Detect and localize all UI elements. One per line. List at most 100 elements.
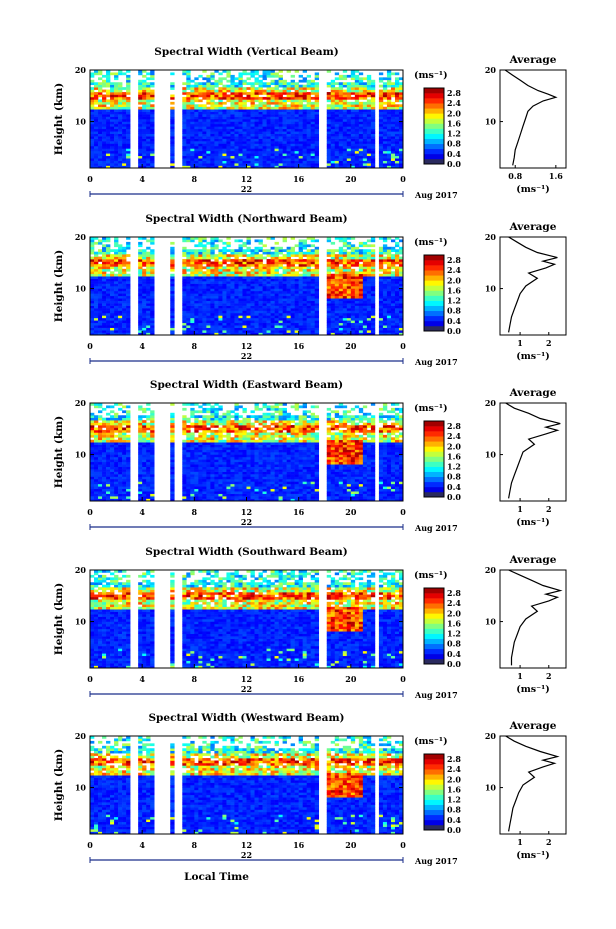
heatmap-cell [226, 288, 231, 292]
heatmap-cell [354, 141, 360, 144]
heatmap-cell [202, 327, 207, 331]
heatmap-cell [382, 153, 388, 157]
heatmap-cell [94, 70, 99, 73]
heatmap-cell [266, 163, 271, 166]
heatmap-cell [370, 288, 376, 292]
heatmap-cell [182, 283, 187, 287]
heatmap-cell [278, 128, 283, 132]
heatmap-cell [338, 271, 344, 275]
heatmap-cell [170, 254, 175, 257]
heatmap-cell [390, 325, 396, 328]
heatmap-cell [214, 315, 219, 319]
heatmap-cell [302, 84, 307, 88]
heatmap-cell [242, 96, 247, 100]
heatmap-cell [282, 278, 287, 282]
heatmap-cell [210, 153, 215, 157]
heatmap-cell [234, 131, 239, 134]
heatmap-cell [190, 143, 195, 147]
heatmap-cell [286, 254, 291, 257]
heatmap-cell [234, 271, 239, 275]
heatmap-cell [262, 312, 267, 316]
heatmap-cell [366, 92, 372, 95]
heatmap-cell [326, 155, 332, 159]
heatmap-cell [114, 111, 119, 115]
heatmap-cell [146, 290, 151, 294]
heatmap-cell [198, 237, 203, 240]
heatmap-cell [122, 119, 127, 122]
heatmap-cell [106, 72, 111, 76]
heatmap-cell [138, 241, 143, 245]
heatmap-cell [362, 261, 368, 265]
panel-3: Spectral Width (Eastward Beam)2010Height… [53, 379, 567, 533]
heatmap-cell [146, 325, 151, 328]
heatmap-cell [366, 276, 372, 279]
heatmap-cell [254, 266, 259, 270]
heatmap-cell [234, 330, 239, 333]
heatmap-cell [306, 96, 312, 100]
heatmap-cell [370, 305, 376, 309]
heatmap-cell [218, 308, 223, 311]
heatmap-cell [382, 160, 388, 164]
heatmap-cell [350, 89, 356, 93]
heatmap-cell [250, 165, 255, 169]
heatmap-cell [302, 141, 307, 144]
heatmap-cell [182, 293, 187, 297]
heatmap-cell [258, 266, 263, 270]
heatmap-cell [222, 138, 227, 142]
heatmap-cell [354, 303, 360, 306]
heatmap-cell [206, 317, 211, 321]
heatmap-cell [382, 111, 388, 115]
heatmap-cell [182, 312, 187, 316]
heatmap-cell [210, 136, 215, 139]
heatmap-cell [106, 158, 111, 161]
heatmap-cell [394, 249, 400, 252]
heatmap-cell [106, 315, 111, 319]
heatmap-cell [250, 143, 255, 147]
heatmap-cell [254, 268, 259, 272]
heatmap-cell [342, 322, 348, 326]
heatmap-cell [278, 70, 283, 73]
heatmap-cell [186, 327, 191, 331]
heatmap-cell [394, 121, 400, 125]
heatmap-cell [302, 310, 307, 314]
heatmap-cell [170, 246, 175, 250]
heatmap-cell [262, 101, 267, 105]
heatmap-cell [230, 89, 235, 93]
heatmap-cell [102, 271, 107, 275]
heatmap-cell [314, 119, 320, 122]
heatmap-cell [254, 283, 259, 287]
heatmap-cell [294, 153, 299, 157]
heatmap-cell [210, 286, 215, 289]
heatmap-cell [366, 131, 372, 134]
heatmap-cell [110, 109, 115, 112]
heatmap-cell [182, 145, 187, 149]
heatmap-cell [246, 138, 251, 142]
heatmap-cell [254, 261, 259, 265]
heatmap-cell [210, 327, 215, 331]
heatmap-cell [290, 143, 295, 147]
heatmap-cell [390, 111, 396, 115]
heatmap-cell [126, 237, 131, 240]
heatmap-cell [102, 116, 107, 120]
heatmap-cell [126, 131, 131, 134]
heatmap-cell [350, 251, 356, 255]
heatmap-cell [226, 131, 231, 134]
heatmap-cell [262, 74, 267, 78]
heatmap-cell [266, 84, 271, 88]
heatmap-cell [342, 286, 348, 289]
heatmap-cell [218, 79, 223, 83]
heatmap-cell [342, 123, 348, 127]
heatmap-cell [270, 94, 275, 98]
heatmap-cell [378, 133, 384, 137]
heatmap-cell [326, 259, 332, 262]
heatmap-cell [246, 163, 251, 166]
heatmap-cell [190, 114, 195, 117]
heatmap-cell [330, 82, 336, 85]
heatmap-cell [110, 317, 115, 321]
heatmap-cell [238, 325, 243, 328]
heatmap-cell [278, 315, 283, 319]
heatmap-cell [242, 116, 247, 120]
heatmap-cell [146, 268, 151, 272]
heatmap-cell [250, 74, 255, 78]
heatmap-cell [146, 330, 151, 333]
